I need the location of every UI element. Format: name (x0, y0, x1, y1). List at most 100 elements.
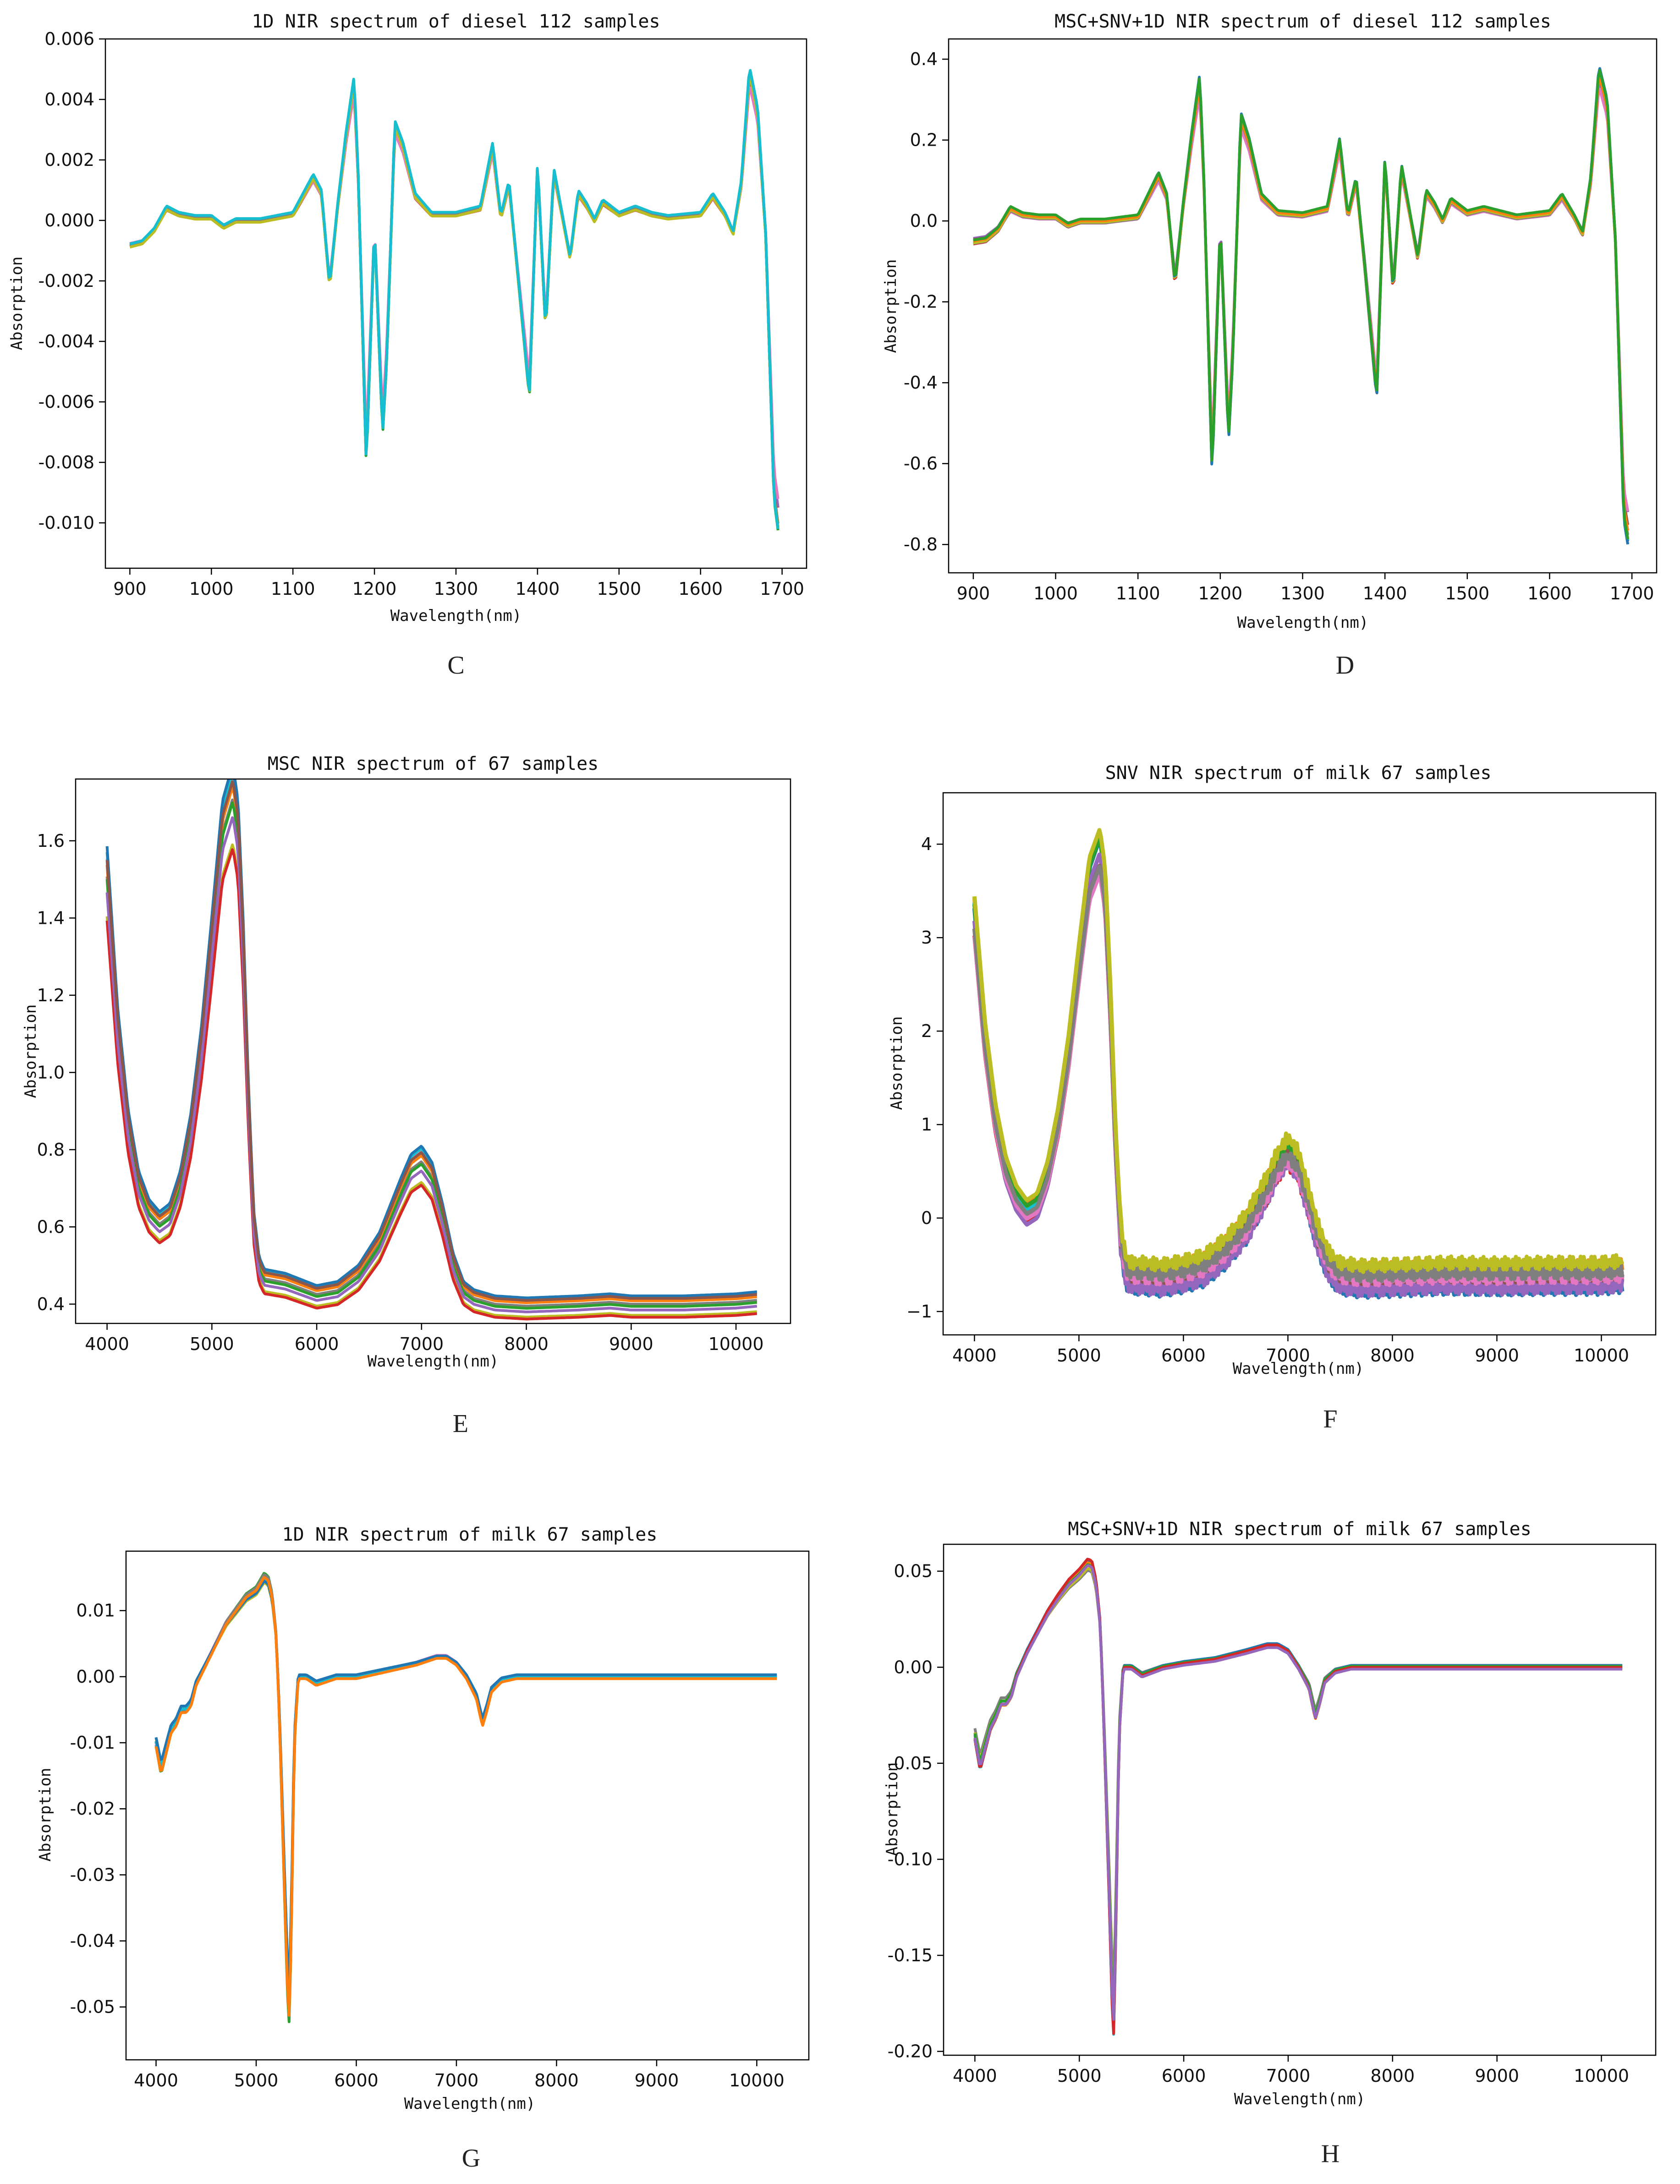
chart-title: MSC NIR spectrum of 67 samples (268, 753, 598, 774)
series-line (154, 1573, 777, 2017)
series-line (973, 1564, 1623, 2021)
chart-h: MSC+SNV+1D NIR spectrum of milk 67 sampl… (883, 1519, 1657, 2108)
y-tick-label: -0.2 (904, 292, 938, 312)
x-tick-label: 1000 (189, 579, 234, 599)
series-line (972, 852, 1625, 1299)
plot-frame (948, 38, 1658, 574)
y-tick-label: -0.004 (38, 331, 95, 351)
panel-label-d: D (1335, 651, 1355, 680)
series-line (973, 1561, 1623, 2030)
y-tick-label: 1.4 (37, 908, 65, 928)
x-tick-label: 5000 (1057, 1345, 1101, 1366)
y-tick-label: -0.05 (888, 1753, 933, 1773)
y-tick-label: -0.006 (38, 392, 95, 412)
y-axis-label: Absorption (883, 1762, 901, 1856)
x-tick-label: 7000 (399, 1334, 444, 1354)
y-tick-label: -0.03 (70, 1865, 115, 1885)
y-tick-label: 0.6 (37, 1217, 65, 1237)
y-tick-label: 3 (921, 927, 932, 948)
chart-panel-c: 1D NIR spectrum of diesel 112 samples Wa… (0, 0, 840, 697)
x-axis-label: Wavelength(nm) (1234, 2090, 1366, 2108)
series-line (973, 67, 1630, 545)
chart-f: SNV NIR spectrum of milk 67 samples Wave… (888, 763, 1657, 1378)
y-tick-label: 0.05 (894, 1561, 933, 1581)
series-line (972, 864, 1625, 1284)
series-line (973, 82, 1630, 513)
y-tick-label: -0.4 (904, 373, 938, 393)
chart-title: SNV NIR spectrum of milk 67 samples (1105, 763, 1492, 784)
y-tick-label: 0.4 (910, 49, 938, 69)
series-line (154, 1573, 777, 2012)
series-line (105, 816, 758, 1313)
y-tick-label: 1.2 (37, 985, 65, 1005)
x-tick-label: 1300 (434, 579, 478, 599)
x-tick-label: 900 (113, 579, 147, 599)
chart-title: MSC+SNV+1D NIR spectrum of milk 67 sampl… (1068, 1519, 1531, 1540)
x-tick-label: 9000 (635, 2070, 679, 2091)
panel-label-e: E (452, 1410, 469, 1438)
series-line (154, 1580, 777, 1987)
x-tick-label: 10000 (708, 1334, 764, 1354)
y-tick-label: -0.04 (70, 1931, 115, 1951)
x-tick-label: 900 (957, 583, 990, 604)
series-line (973, 69, 1630, 540)
y-tick-label: 0.004 (44, 89, 94, 110)
series-line (973, 77, 1630, 535)
chart-panel-g: 1D NIR spectrum of milk 67 samples Wavel… (0, 1508, 840, 2184)
series-line (154, 1576, 777, 2005)
series-group (105, 779, 758, 1321)
series-line (154, 1581, 777, 1986)
x-tick-label: 10000 (1574, 1345, 1629, 1366)
plot-frame (75, 778, 791, 1324)
x-axis-label: Wavelength(nm) (368, 1352, 499, 1371)
chart-d: MSC+SNV+1D NIR spectrum of diesel 112 sa… (882, 11, 1658, 632)
x-tick-label: 8000 (1370, 1345, 1415, 1366)
x-tick-label: 10000 (1574, 2066, 1629, 2086)
series-line (973, 1567, 1623, 2002)
series-line (129, 86, 780, 499)
x-tick-label: 1500 (597, 579, 641, 599)
y-tick-label: -0.02 (70, 1799, 115, 1819)
series-line (129, 71, 780, 527)
series-line (129, 75, 780, 527)
series-line (105, 780, 758, 1302)
y-tick-label: 0.000 (44, 210, 94, 230)
chart-c: 1D NIR spectrum of diesel 112 samples Wa… (8, 11, 807, 625)
x-tick-label: 5000 (1057, 2066, 1102, 2086)
y-tick-label: -0.010 (38, 513, 95, 533)
chart-e: MSC NIR spectrum of 67 samples Wavelengt… (22, 753, 791, 1371)
x-tick-label: 4000 (134, 2070, 178, 2091)
series-group (154, 1572, 777, 2023)
y-tick-label: -0.008 (38, 452, 95, 472)
y-tick-label: 0.002 (44, 150, 94, 170)
y-tick-label: -0.6 (904, 454, 938, 474)
x-tick-label: 1300 (1280, 583, 1325, 604)
series-line (973, 1559, 1623, 2022)
panel-label-g: G (461, 2144, 481, 2173)
x-axis-label: Wavelength(nm) (1237, 614, 1369, 632)
series-line (129, 84, 780, 508)
series-line (972, 873, 1625, 1288)
x-tick-label: 1000 (1033, 583, 1078, 604)
x-tick-label: 5000 (190, 1334, 234, 1354)
x-tick-label: 5000 (234, 2070, 279, 2091)
series-line (973, 1559, 1623, 2032)
y-axis-label: Absorption (888, 1016, 906, 1110)
panel-label-c: C (447, 651, 465, 680)
series-group (973, 1558, 1623, 2036)
series-line (972, 837, 1625, 1300)
y-tick-label: -0.20 (888, 2041, 933, 2062)
chart-g: 1D NIR spectrum of milk 67 samples Wavel… (36, 1524, 810, 2113)
series-line (154, 1578, 777, 2002)
chart-title: MSC+SNV+1D NIR spectrum of diesel 112 sa… (1054, 11, 1551, 32)
series-line (973, 76, 1630, 531)
x-tick-label: 1600 (678, 579, 723, 599)
x-tick-label: 4000 (952, 1345, 997, 1366)
x-tick-label: 6000 (334, 2070, 379, 2091)
series-line (105, 843, 758, 1319)
y-tick-label: 0.8 (37, 1140, 65, 1160)
y-tick-label: 1.6 (37, 831, 65, 851)
series-line (972, 864, 1624, 1286)
y-tick-label: 1 (921, 1114, 932, 1135)
x-tick-label: 7000 (1266, 1345, 1310, 1366)
